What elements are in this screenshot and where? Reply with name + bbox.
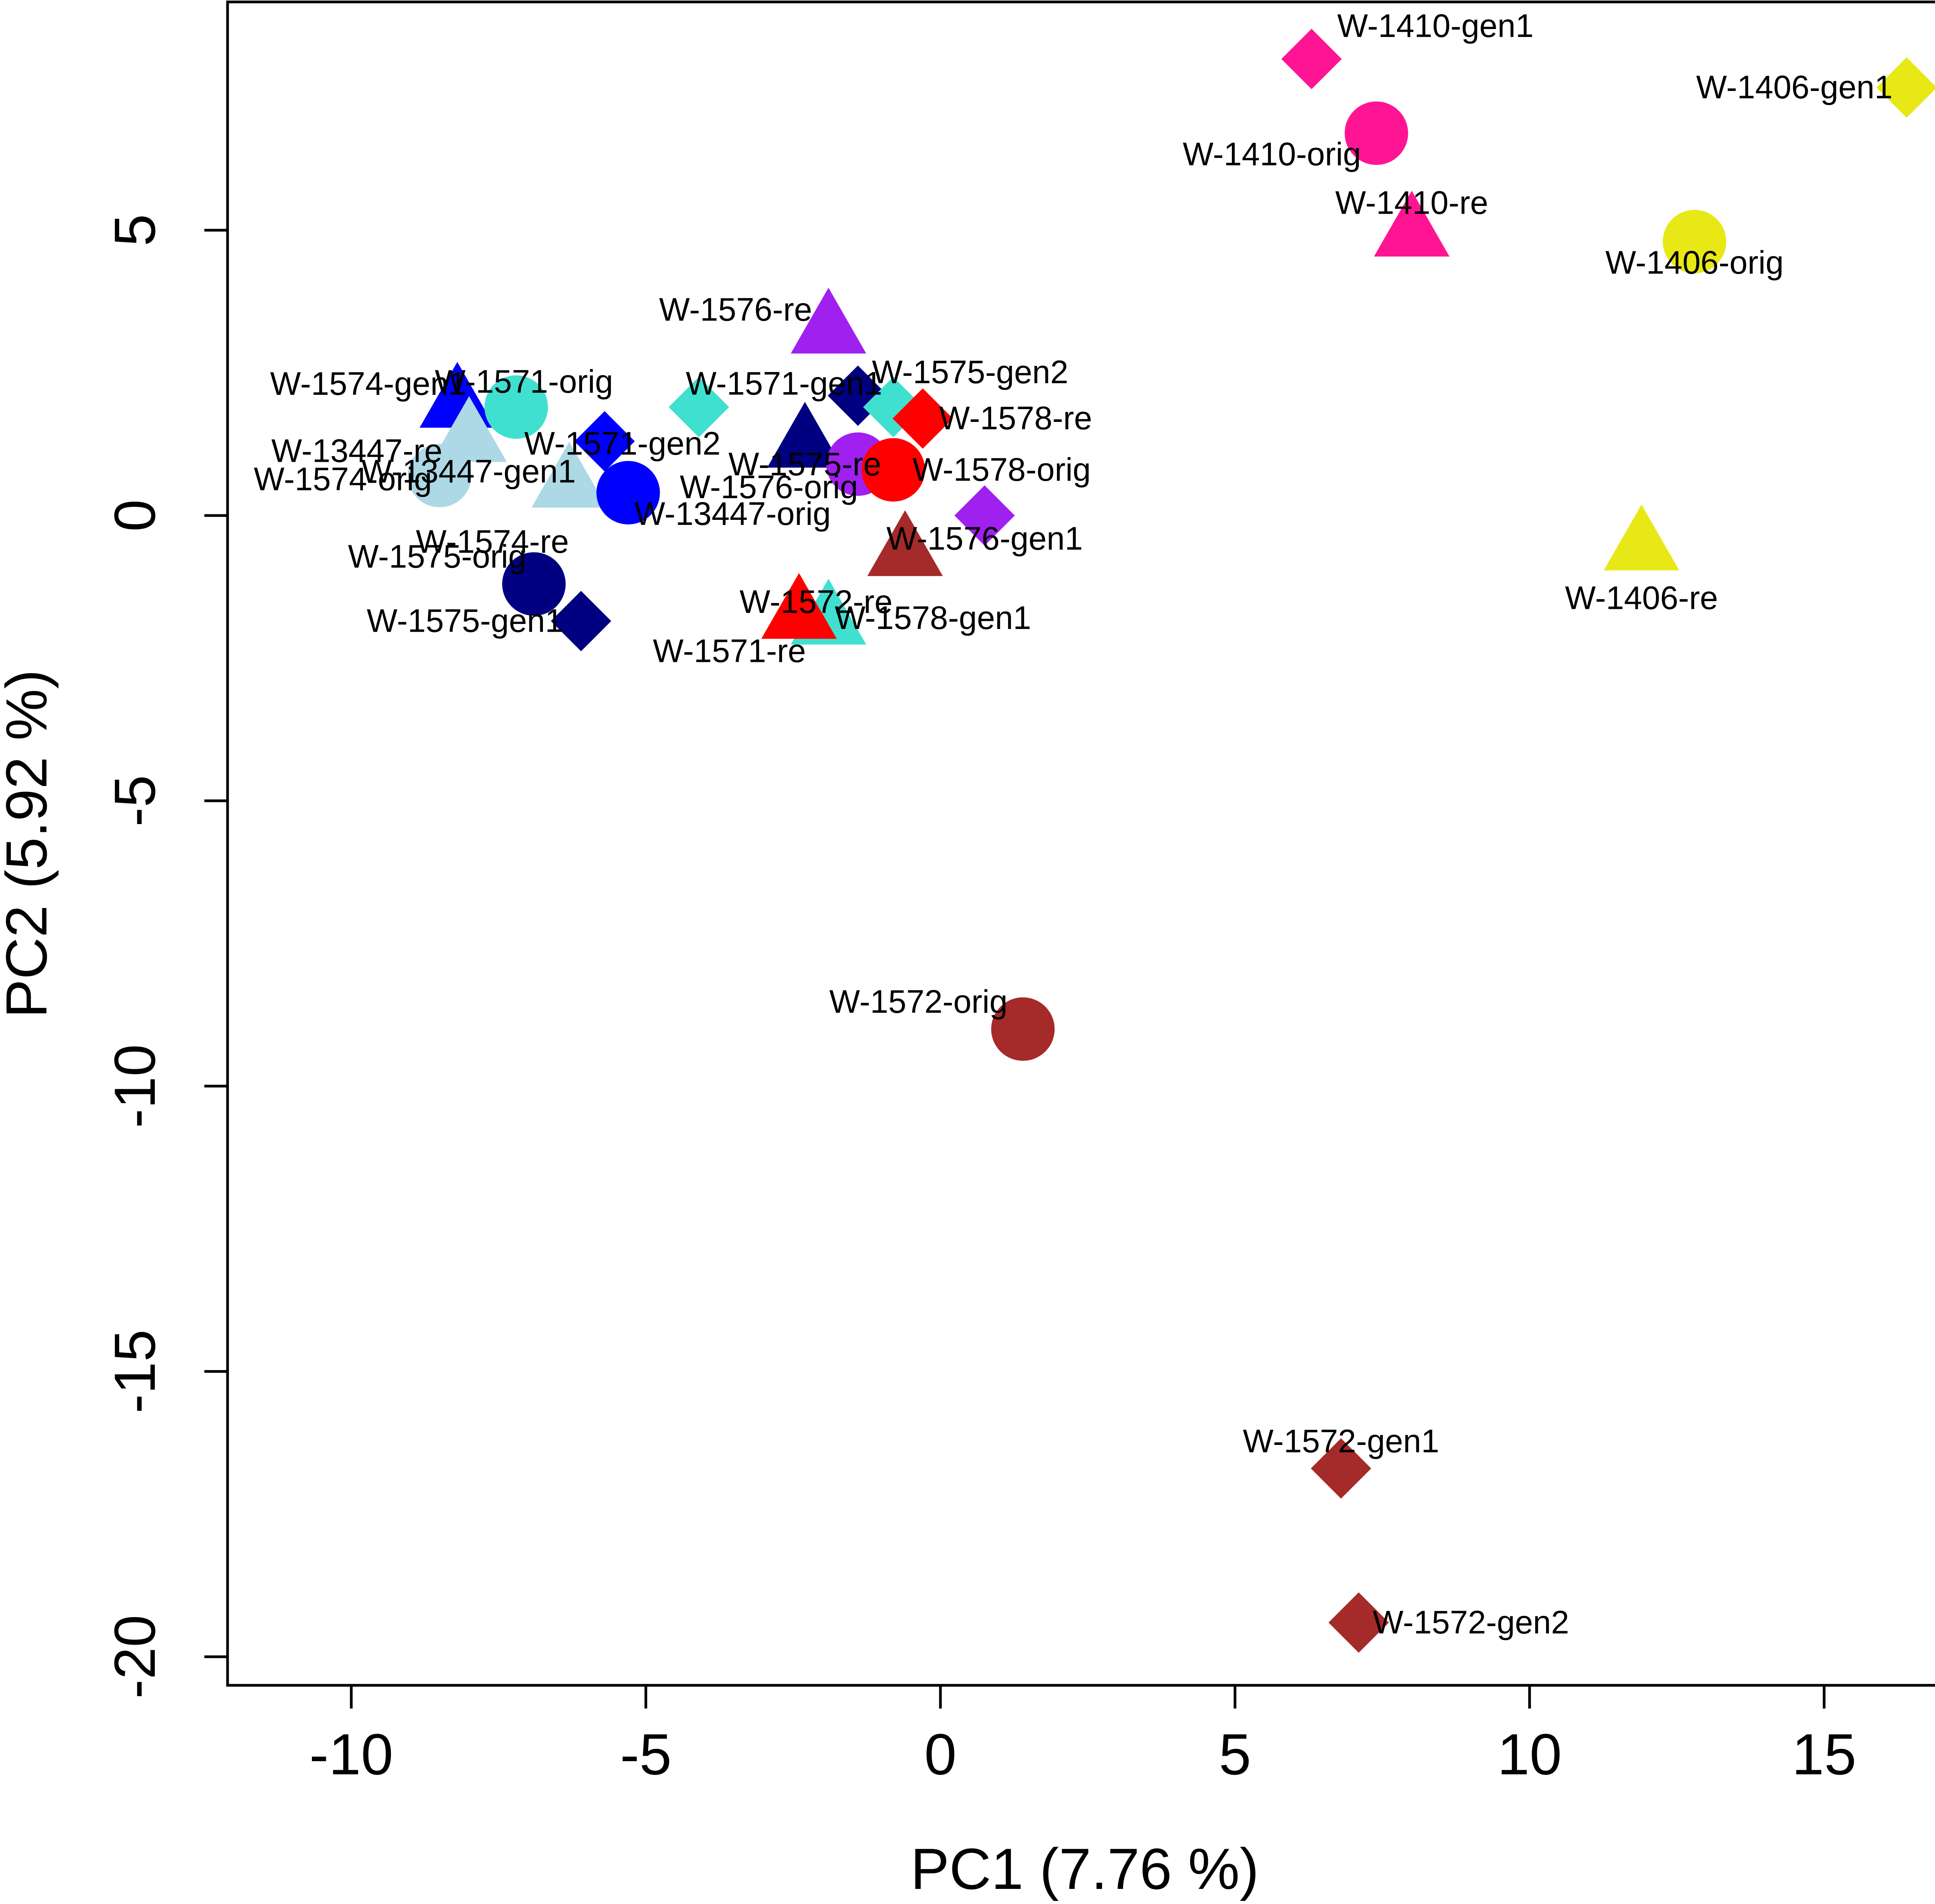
label-w-1576-re: W-1576-re (659, 291, 812, 327)
point-w-1576-gen1 (954, 485, 1015, 546)
point-labels: W-1410-gen1 W-1406-gen1 W-1410-orig W-1410-… (254, 7, 1893, 1640)
label-w-13447-gen1: W-13447-gen1 (361, 453, 576, 489)
point-w-1575-re (767, 402, 843, 468)
y-tick-label: -20 (102, 1615, 167, 1699)
point-w-1576-re (791, 288, 866, 354)
label-w-1572-orig: W-1572-orig (829, 984, 1008, 1020)
label-w-1575-orig: W-1575-orig (348, 538, 526, 575)
point-w-1406-gen1 (1876, 57, 1935, 118)
point-w-1574-re (574, 411, 635, 472)
label-w-1575-gen2: W-1575-gen2 (872, 354, 1068, 390)
point-w-1406-orig (1663, 210, 1726, 274)
point-w-1406-re (1604, 504, 1680, 571)
label-w-1578-orig: W-1578-orig (913, 451, 1091, 488)
point-w-1571-re (761, 573, 837, 639)
label-w-1571-orig: W-1571-orig (435, 363, 613, 400)
label-w-1406-orig: W-1406-orig (1605, 244, 1784, 281)
label-w-1574-gen1: W-1574-gen1 (270, 365, 466, 402)
x-tick-label: -10 (309, 1722, 393, 1787)
x-axis-title: PC1 (7.76 %) (911, 1836, 1259, 1901)
y-tick-label: -5 (102, 775, 167, 826)
label-w-1410-orig: W-1410-orig (1183, 136, 1361, 172)
x-tick-label: 15 (1792, 1722, 1856, 1787)
label-w-1578-re: W-1578-re (939, 400, 1092, 436)
y-tick-label: 0 (102, 499, 167, 531)
label-w-1572-gen2: W-1572-gen2 (1373, 1604, 1569, 1640)
plot-frame (226, 0, 1935, 1687)
point-w-1578-re (892, 388, 953, 449)
label-w-1572-gen1: W-1572-gen1 (1243, 1423, 1439, 1459)
label-w-1575-re: W-1575-re (728, 446, 881, 482)
y-tick-label: 5 (102, 214, 167, 246)
label-w-1571-gen1: W-1571-gen1 (686, 365, 882, 402)
label-w-1574-orig: W-1574-orig (254, 461, 432, 497)
label-w-1571-re: W-1571-re (653, 632, 806, 669)
y-tick-label: -15 (102, 1330, 167, 1414)
point-w-1572-orig (991, 997, 1055, 1061)
x-tick-label: -5 (620, 1722, 671, 1787)
label-w-1572-re: W-1572-re (740, 583, 892, 620)
point-w-1572-re (867, 510, 943, 576)
label-w-13447-re: W-13447-re (271, 432, 442, 469)
x-axis: -10 -5 0 5 10 15 (309, 1685, 1856, 1787)
label-w-1578-gen1: W-1578-gen1 (835, 600, 1031, 636)
y-axis: -20 -15 -10 -5 0 5 (102, 214, 228, 1699)
point-w-1572-gen2 (1328, 1592, 1389, 1653)
point-w-1410-re (1374, 190, 1450, 257)
point-w-1575-gen1 (551, 591, 611, 651)
label-w-1571-gen2: W-1571-gen2 (524, 425, 721, 462)
label-w-13447-orig: W-13447-orig (635, 495, 831, 532)
label-w-1575-gen1: W-1575-gen1 (367, 603, 563, 639)
label-w-1576-orig: W-1576-orig (680, 469, 858, 505)
point-w-1572-gen1 (1311, 1438, 1372, 1499)
label-w-1574-re: W-1574-re (416, 523, 569, 560)
x-tick-label: 0 (924, 1722, 956, 1787)
point-w-1410-orig (1344, 101, 1408, 165)
y-axis-title: PC2 (5.92 %) (0, 670, 59, 1018)
label-w-1576-gen1: W-1576-gen1 (886, 520, 1082, 557)
point-w-13447-re (431, 396, 507, 462)
point-w-1574-orig (408, 444, 472, 507)
y-tick-label: -10 (102, 1044, 167, 1128)
point-w-1575-orig (502, 552, 566, 616)
x-tick-label: 10 (1497, 1722, 1562, 1787)
point-w-1578-orig (861, 438, 925, 502)
point-w-1571-gen1 (668, 377, 729, 437)
x-tick-label: 5 (1219, 1722, 1251, 1787)
label-w-1406-gen1: W-1406-gen1 (1696, 69, 1892, 105)
label-w-1406-re: W-1406-re (1565, 580, 1718, 616)
point-w-13447-gen1 (531, 442, 607, 508)
data-points (408, 29, 1935, 1653)
point-w-13447-orig (596, 461, 660, 524)
point-w-1571-orig (484, 375, 548, 439)
label-w-1410-gen1: W-1410-gen1 (1337, 7, 1533, 44)
label-w-1410-re: W-1410-re (1335, 185, 1488, 221)
point-w-1410-gen1 (1281, 29, 1342, 89)
